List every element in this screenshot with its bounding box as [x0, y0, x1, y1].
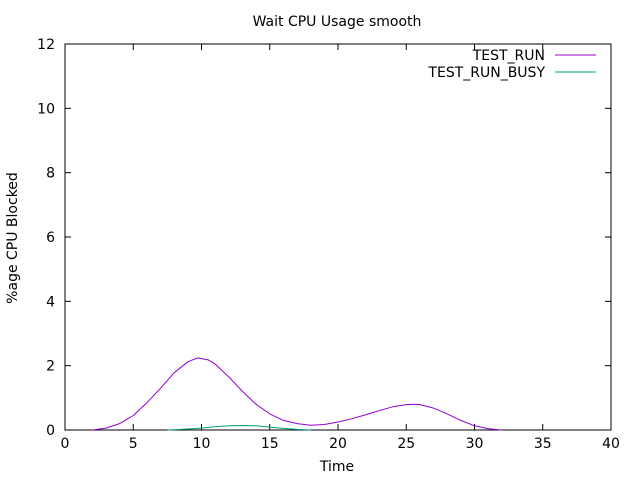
legend-label: TEST_RUN_BUSY — [427, 65, 545, 81]
series-line-test-run — [92, 357, 502, 431]
y-tick-label: 10 — [37, 101, 55, 117]
x-tick-label: 5 — [129, 436, 138, 452]
y-tick-label: 0 — [46, 423, 55, 439]
x-tick-label: 40 — [602, 436, 620, 452]
plot-frame — [64, 43, 612, 431]
y-tick-label: 8 — [46, 166, 55, 182]
x-tick-label: 10 — [193, 436, 211, 452]
series-layer — [92, 357, 502, 431]
y-tick-label: 4 — [46, 294, 55, 310]
x-tick-label: 30 — [466, 436, 484, 452]
x-tick-label: 35 — [534, 436, 552, 452]
legend-label: TEST_RUN — [472, 48, 545, 64]
axis-ticks: 0 5 10 15 20 25 30 35 40 0 2 4 6 8 10 12 — [37, 37, 620, 452]
series-line-test-run-busy — [167, 425, 311, 431]
y-tick-label: 12 — [37, 37, 55, 53]
x-tick-label: 20 — [329, 436, 347, 452]
x-axis-label: Time — [319, 459, 354, 475]
y-tick-label: 6 — [46, 230, 55, 246]
x-tick-label: 15 — [261, 436, 279, 452]
y-axis-label: %age CPU Blocked — [5, 172, 21, 304]
x-tick-label: 25 — [397, 436, 415, 452]
chart-title: Wait CPU Usage smooth — [253, 14, 422, 30]
y-tick-label: 2 — [46, 359, 55, 375]
x-tick-label: 0 — [61, 436, 70, 452]
